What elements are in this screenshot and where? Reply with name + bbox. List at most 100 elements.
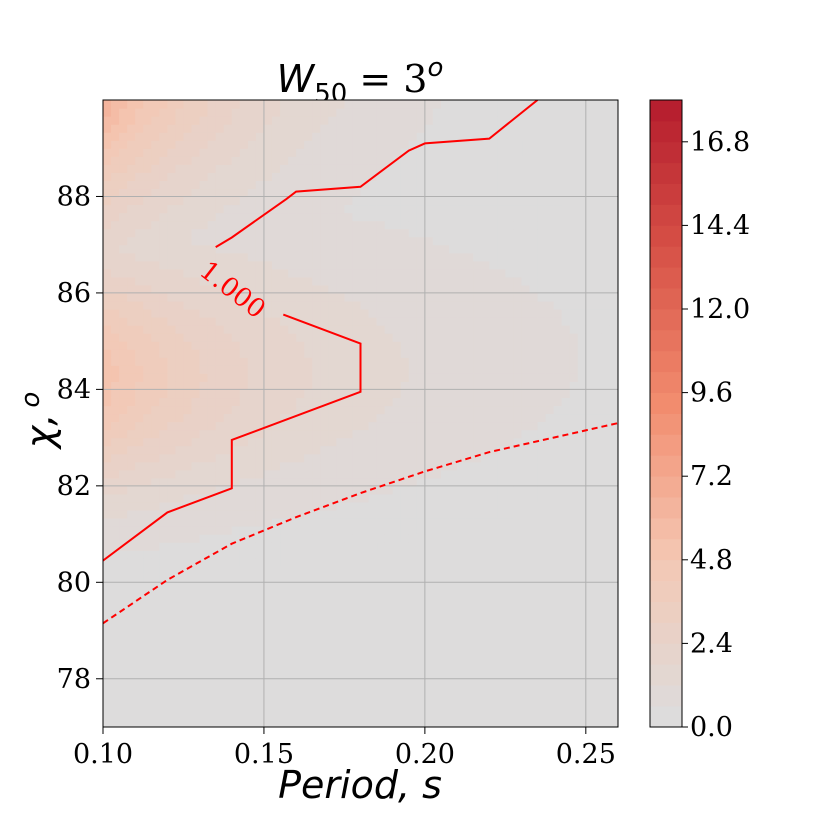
- heat-cell: [328, 148, 337, 157]
- heat-cell: [296, 148, 305, 157]
- heat-cell: [143, 397, 152, 407]
- heat-cell: [376, 429, 386, 439]
- heat-cell: [151, 292, 160, 302]
- heat-cell: [593, 421, 603, 431]
- heat-cell: [465, 501, 474, 511]
- heat-cell: [296, 413, 305, 423]
- heat-cell: [368, 397, 378, 407]
- heat-cell: [151, 558, 160, 567]
- heat-cell: [561, 300, 571, 310]
- heat-cell: [239, 365, 249, 374]
- heat-cell: [263, 542, 273, 551]
- heat-cell: [183, 453, 193, 463]
- heat-cell: [561, 445, 571, 455]
- heat-cell: [352, 172, 362, 181]
- heat-cell: [473, 381, 482, 390]
- heat-cell: [199, 180, 209, 190]
- heat-cell: [416, 413, 426, 423]
- heat-cell: [505, 477, 514, 487]
- heat-cell: [376, 228, 386, 238]
- heat-cell: [271, 140, 281, 149]
- heat-cell: [609, 373, 618, 382]
- heat-cell: [296, 236, 305, 246]
- heat-cell: [336, 180, 346, 190]
- heat-cell: [167, 389, 177, 399]
- heat-cell: [609, 228, 618, 238]
- heat-cell: [263, 188, 273, 198]
- heat-cell: [537, 309, 547, 318]
- heat-cell: [376, 445, 386, 455]
- heat-cell: [320, 542, 329, 551]
- heat-cell: [199, 148, 209, 157]
- heat-cell: [521, 445, 531, 455]
- heat-cell: [376, 292, 386, 302]
- heat-cell: [143, 501, 152, 511]
- heat-cell: [175, 188, 185, 198]
- heat-cell: [263, 413, 273, 423]
- heat-cell: [481, 220, 490, 230]
- heat-cell: [271, 268, 281, 278]
- heat-cell: [368, 373, 378, 382]
- heat-cell: [296, 212, 305, 222]
- heat-cell: [159, 349, 168, 358]
- heat-cell: [545, 260, 555, 270]
- heat-cell: [424, 292, 434, 302]
- heat-cell: [521, 236, 531, 246]
- heat-cell: [408, 453, 418, 463]
- heat-cell: [392, 188, 402, 198]
- heat-cell: [489, 180, 498, 190]
- heat-cell: [215, 140, 225, 149]
- heat-cell: [183, 172, 193, 181]
- heat-cell: [416, 341, 426, 350]
- heat-cell: [111, 461, 120, 471]
- heat-cell: [336, 534, 346, 543]
- heat-cell: [167, 228, 177, 238]
- heat-cell: [304, 268, 313, 278]
- heat-cell: [143, 196, 152, 206]
- heat-cell: [296, 333, 305, 342]
- heat-cell: [231, 108, 241, 117]
- heat-cell: [135, 421, 144, 431]
- heat-cell: [320, 550, 329, 559]
- heat-cell: [553, 373, 563, 382]
- heat-cell: [167, 212, 177, 222]
- heat-cell: [376, 284, 386, 294]
- heat-cell: [481, 421, 490, 431]
- heat-cell: [159, 228, 168, 238]
- heat-cell: [424, 317, 434, 326]
- heat-cell: [392, 429, 402, 439]
- heat-cell: [561, 381, 571, 390]
- heat-cell: [352, 341, 362, 350]
- heat-cell: [320, 534, 329, 543]
- heat-cell: [505, 381, 514, 390]
- y-axis-title: χ,o: [16, 392, 62, 451]
- heat-cell: [111, 252, 120, 262]
- heat-cell: [473, 164, 482, 173]
- heat-cell: [465, 349, 474, 358]
- heat-cell: [135, 292, 144, 302]
- heat-cell: [416, 461, 426, 471]
- heat-cell: [175, 469, 185, 479]
- heat-cell: [384, 357, 394, 366]
- heat-cell: [465, 212, 474, 222]
- heat-cell: [440, 172, 450, 181]
- heat-cell: [231, 558, 241, 567]
- heat-cell: [392, 509, 402, 519]
- heat-cell: [111, 196, 120, 206]
- heat-cell: [304, 349, 313, 358]
- heat-cell: [360, 461, 370, 471]
- heat-cell: [473, 365, 482, 374]
- heat-cell: [593, 236, 603, 246]
- heat-cell: [336, 389, 346, 399]
- heat-cell: [103, 421, 112, 431]
- heat-cell: [143, 212, 152, 222]
- heat-cell: [143, 108, 152, 117]
- heat-cell: [103, 534, 112, 543]
- heat-cell: [513, 397, 523, 407]
- heat-cell: [497, 220, 506, 230]
- heat-cell: [239, 550, 249, 559]
- heat-cell: [521, 284, 531, 294]
- heat-cell: [247, 341, 257, 350]
- heat-cell: [135, 445, 144, 455]
- heat-cell: [320, 220, 329, 230]
